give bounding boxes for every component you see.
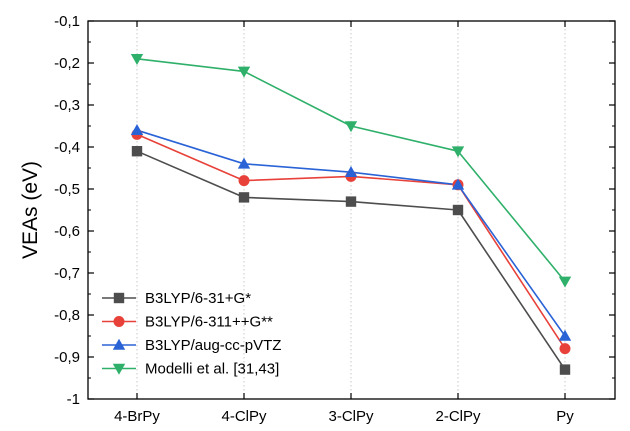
y-axis-title: VEAs (eV) (19, 161, 42, 259)
data-point-series-4 (451, 146, 465, 158)
y-tick-label: -0,3 (54, 97, 80, 114)
x-tick-label: 2-ClPy (435, 408, 481, 425)
data-point-series-2 (238, 175, 250, 187)
y-tick-label: -1 (67, 391, 80, 408)
x-tick-label: 3-ClPy (328, 408, 374, 425)
y-tick-label: -0,6 (54, 223, 80, 240)
legend-marker-2 (113, 316, 125, 327)
legend-label-1: B3LYP/6-31+G* (145, 290, 251, 307)
data-point-series-4 (558, 276, 572, 288)
series-markers (130, 54, 572, 375)
y-tick-label: -0,1 (54, 13, 80, 30)
legend-label-2: B3LYP/6-311++G** (145, 314, 273, 331)
legend-label-4: Modelli et al. [31,43] (145, 361, 279, 378)
y-tick-label: -0,7 (54, 265, 80, 282)
data-point-series-1 (345, 196, 357, 207)
legend-marker-3 (112, 338, 126, 350)
y-tick-label: -0,9 (54, 349, 80, 366)
legend-label-3: B3LYP/aug-cc-pVTZ (145, 337, 281, 354)
y-tick-label: -0,2 (54, 55, 80, 72)
y-tick-label: -0,8 (54, 307, 80, 324)
x-axis: 4-BrPy 4-ClPy 3-ClPy 2-ClPy Py (114, 21, 574, 425)
data-point-series-3 (558, 329, 572, 341)
data-point-series-1 (452, 204, 464, 216)
data-point-series-3 (344, 166, 358, 177)
legend-marker-1 (113, 292, 125, 304)
data-point-series-3 (130, 124, 144, 135)
data-point-series-1 (238, 192, 250, 203)
y-tick-label: -0,4 (54, 139, 80, 156)
data-point-series-2 (559, 343, 571, 355)
x-tick-label: 4-BrPy (114, 408, 160, 425)
x-tick-label: 4-ClPy (221, 408, 267, 425)
y-axis: -0,1 -0,2 -0,3 -0,4 -0,5 -0,6 -0,7 -0,8 -0,9 -1 (54, 13, 615, 408)
legend-marker-4 (112, 363, 126, 375)
data-point-series-4 (130, 54, 144, 65)
data-point-series-1 (131, 146, 143, 157)
data-point-series-3 (451, 178, 465, 190)
data-point-series-4 (237, 66, 251, 78)
data-point-series-4 (344, 121, 358, 133)
y-tick-label: -0,5 (54, 181, 80, 198)
data-point-series-1 (559, 364, 571, 375)
x-tick-label: Py (556, 408, 574, 425)
legend: B3LYP/6-31+G* B3LYP/6-311++G** B3LYP/aug-c… (102, 290, 281, 378)
data-point-series-3 (237, 157, 251, 169)
